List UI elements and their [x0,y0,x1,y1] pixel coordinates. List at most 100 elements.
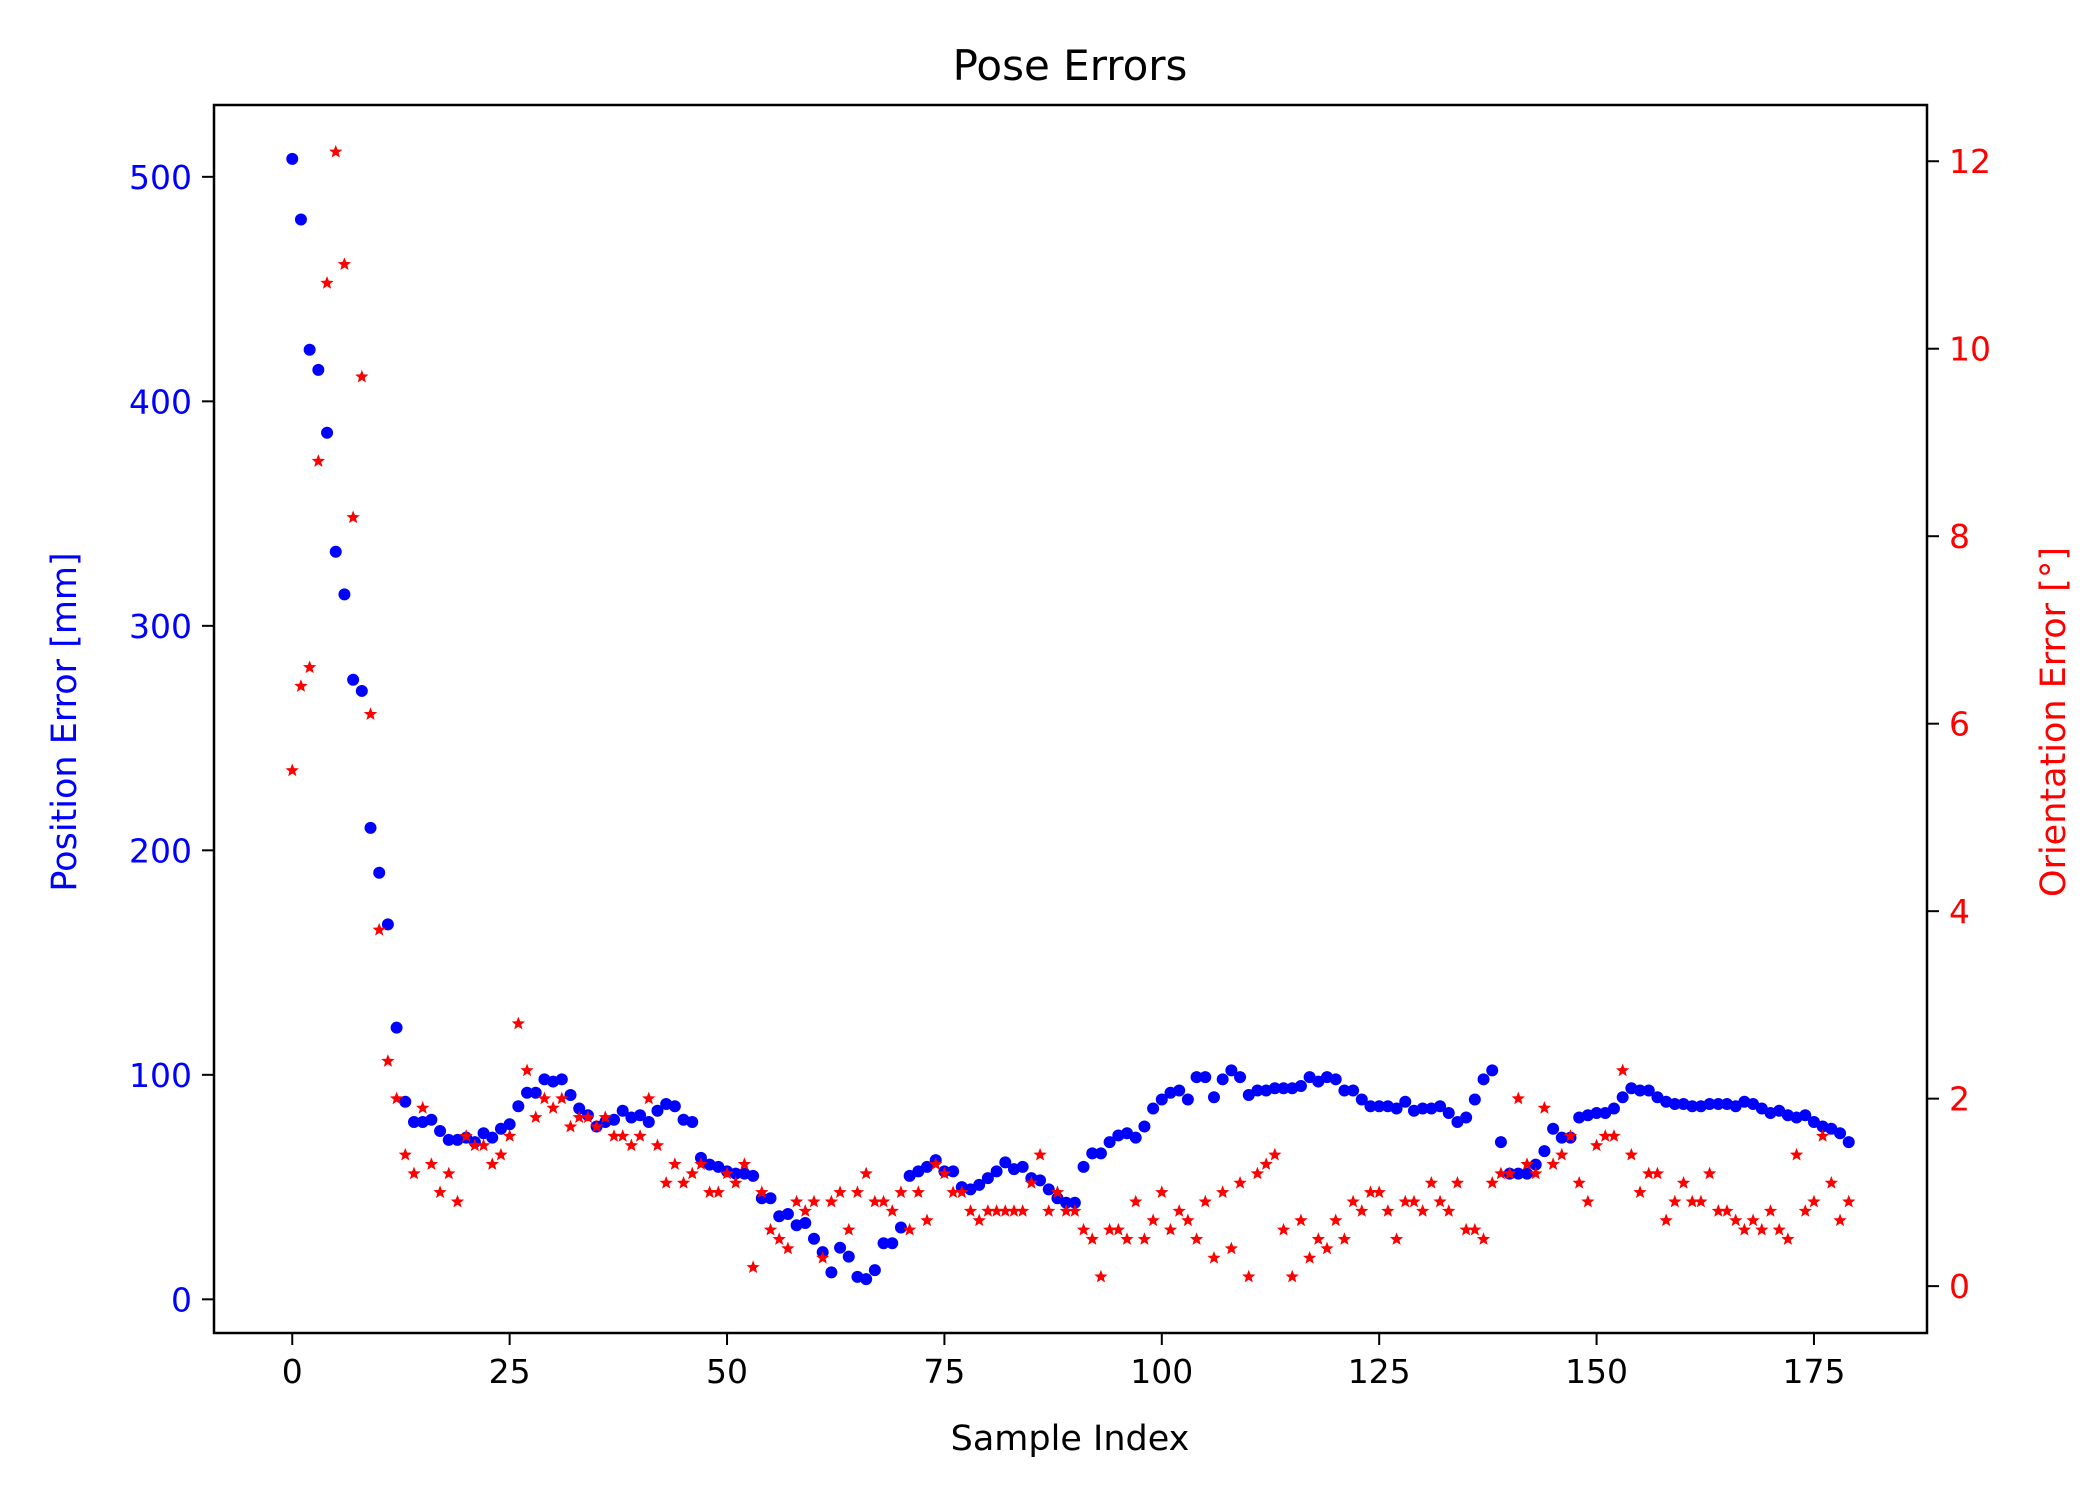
orientation-error-point [781,1241,795,1255]
orientation-error-point [998,1204,1012,1217]
position-error-point [781,1208,794,1221]
orientation-error-point [563,1119,578,1133]
orientation-error-point [1433,1194,1447,1208]
position-error-point [1207,1091,1220,1104]
position-error-point [1616,1091,1629,1104]
orientation-error-point [859,1166,873,1180]
position-error-point [529,1086,542,1099]
orientation-error-point [1546,1157,1560,1170]
x-tick-label: 175 [1782,1352,1845,1391]
position-error-point [1173,1084,1186,1097]
orientation-error-point [1529,1166,1543,1180]
orientation-error-point [485,1157,499,1170]
orientation-error-point [850,1185,865,1199]
orientation-error-point [798,1204,812,1217]
orientation-error-point [616,1129,630,1142]
orientation-error-point [494,1147,508,1161]
position-error-point [434,1124,447,1137]
orientation-error-point [763,1222,778,1236]
position-error-point [564,1089,577,1102]
x-tick-label: 150 [1565,1352,1628,1391]
position-error-point [981,1172,994,1185]
orientation-error-point [1068,1204,1082,1217]
position-error-point [807,1232,820,1245]
orientation-error-point [833,1185,847,1199]
orientation-error-point [1494,1166,1508,1180]
position-error-point [555,1073,568,1086]
orientation-error-point [1224,1241,1239,1255]
orientation-error-point [1094,1269,1108,1283]
position-error-point [1442,1106,1455,1119]
y-tick-label-right: 4 [1949,892,1970,931]
y-tick-label-right: 2 [1949,1080,1970,1119]
position-error-point [390,1021,403,1034]
orientation-error-point [1459,1222,1473,1236]
orientation-error-point [598,1110,612,1124]
orientation-error-point [1146,1213,1160,1227]
position-error-point [1042,1183,1055,1196]
orientation-error-point [1633,1185,1647,1199]
orientation-error-point [1181,1213,1195,1227]
orientation-error-point [1363,1185,1378,1199]
position-error-point [1094,1147,1107,1160]
orientation-error-point [1259,1157,1273,1170]
orientation-error-point [1416,1204,1430,1217]
orientation-error-point [1485,1176,1499,1189]
position-error-point [1842,1136,1855,1149]
orientation-error-point [824,1194,839,1208]
orientation-error-point [1702,1166,1717,1180]
orientation-error-point [1024,1176,1039,1189]
orientation-error-point [433,1185,447,1199]
y-axis-left: 0 100 200 300 400 500 [129,158,214,1319]
orientation-error-point [1616,1063,1630,1077]
axes-frame [212,103,1929,1335]
orientation-error-point [1772,1222,1786,1236]
orientation-error-point [1276,1222,1291,1236]
orientation-error-point [1120,1232,1134,1245]
orientation-error-point [676,1176,691,1189]
position-error-point [834,1241,847,1254]
position-error-point [860,1273,873,1286]
position-error-point [1529,1158,1542,1171]
orientation-error-point [1172,1204,1186,1217]
orientation-error-point [1476,1232,1491,1245]
position-error-point [1199,1071,1212,1084]
orientation-error-point [955,1185,969,1199]
position-error-point [973,1178,986,1191]
y-tick-label-left: 100 [129,1056,192,1095]
position-error-point [1060,1196,1073,1209]
orientation-error-point [1059,1204,1073,1217]
orientation-error-point [1659,1213,1673,1227]
orientation-error-point [981,1204,995,1217]
orientation-error-point [1781,1232,1795,1245]
orientation-error-point [1042,1204,1056,1217]
orientation-error-point [685,1166,699,1180]
orientation-error-point [1033,1147,1047,1161]
y-tick-label-right: 6 [1949,705,1970,744]
orientation-error-point [1050,1185,1065,1199]
position-error-point [877,1237,890,1250]
position-error-point [1373,1100,1386,1113]
position-error-point [1460,1111,1473,1124]
position-error-point [668,1100,681,1113]
orientation-error-point [1502,1166,1517,1180]
position-error-point [1538,1145,1551,1158]
orientation-error-point [1137,1232,1152,1245]
position-error-point [1547,1122,1560,1135]
orientation-error-point [1407,1194,1421,1208]
position-error-point [286,152,299,165]
orientation-error-point [842,1222,856,1236]
orientation-error-point [355,369,369,383]
x-axis-label: Sample Index [951,1419,1190,1459]
orientation-error-point [642,1091,656,1105]
orientation-error-point [894,1185,908,1199]
y-tick-label-left: 400 [129,382,192,421]
orientation-error-point [729,1176,743,1189]
position-error-point [1703,1098,1716,1111]
position-error-point [1294,1080,1307,1093]
orientation-error-point [1763,1204,1778,1217]
orientation-error-point [702,1185,717,1199]
orientation-error-point [1555,1147,1569,1161]
position-error-point [1590,1106,1603,1119]
